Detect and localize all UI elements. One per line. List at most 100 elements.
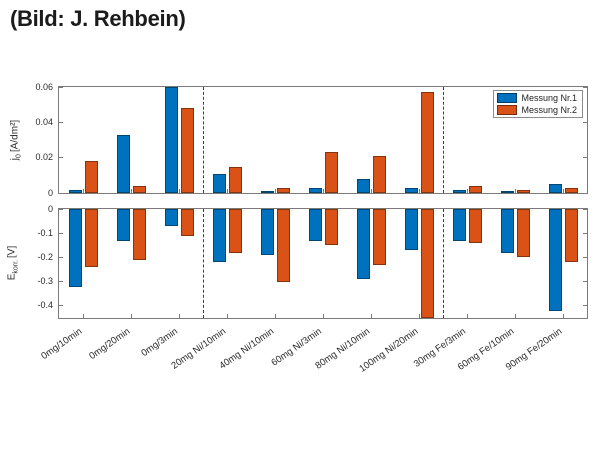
y-axis-label-ekorr: Ekorr.[V] xyxy=(7,246,20,281)
y-tick-label: 0.02 xyxy=(35,152,53,163)
y-tick-mark xyxy=(583,281,587,283)
x-tick-mark xyxy=(514,314,516,318)
x-tick-mark xyxy=(274,189,276,193)
y-tick-label: 0 xyxy=(47,203,53,214)
y-tick-mark xyxy=(583,232,587,234)
bar-series1-group9 xyxy=(452,209,466,241)
legend-swatch-messung-1 xyxy=(497,93,518,103)
bar-series1-group7 xyxy=(356,178,370,193)
bar-series1-group4 xyxy=(212,173,226,193)
y-tick-mark xyxy=(59,208,63,210)
y-tick-mark xyxy=(583,157,587,159)
bar-series2-group6 xyxy=(324,209,338,246)
section-divider-line xyxy=(202,209,204,318)
legend-label-messung-2: Messung Nr.2 xyxy=(521,105,577,115)
y-tick-mark xyxy=(583,192,587,194)
x-tick-label: 0mg/3min xyxy=(139,325,181,359)
x-tick-mark xyxy=(418,189,420,193)
bar-series2-group10 xyxy=(516,209,530,258)
bar-series1-group11 xyxy=(548,184,562,193)
x-tick-mark xyxy=(370,314,372,318)
x-tick-label: 0mg/20min xyxy=(87,325,133,362)
y-tick-mark xyxy=(59,121,63,123)
y-tick-mark xyxy=(583,86,587,88)
x-tick-mark xyxy=(322,314,324,318)
bar-series2-group7 xyxy=(372,155,386,193)
j0-chart-panel: Messung Nr.1 Messung Nr.2 0 0.02 0.04 0.06 xyxy=(35,82,588,198)
y-tick-label: -0.2 xyxy=(37,251,53,262)
bar-series2-group5 xyxy=(276,209,290,282)
bar-series2-group8 xyxy=(420,92,434,193)
x-tick-mark xyxy=(82,314,84,318)
x-tick-mark xyxy=(130,189,132,193)
legend-item-messung-1: Messung Nr.1 xyxy=(497,93,577,103)
x-tick-mark xyxy=(82,189,84,193)
bar-series2-group3 xyxy=(180,209,194,236)
bar-series1-group6 xyxy=(308,209,322,241)
legend-item-messung-2: Messung Nr.2 xyxy=(497,105,577,115)
bar-series1-group2 xyxy=(116,209,130,241)
y-tick-mark xyxy=(59,192,63,194)
bar-series1-group5 xyxy=(260,191,274,194)
y-tick-mark xyxy=(583,256,587,258)
bar-series2-group9 xyxy=(468,185,482,193)
section-divider-line xyxy=(442,87,444,193)
y-tick-mark xyxy=(59,281,63,283)
y-tick-label: -0.3 xyxy=(37,276,53,287)
image-credit: (Bild: J. Rehbein) xyxy=(10,6,186,31)
bar-series2-group2 xyxy=(132,209,146,260)
bar-series2-group5 xyxy=(276,187,290,193)
bar-series1-group4 xyxy=(212,209,226,263)
bar-series2-group1 xyxy=(84,161,98,193)
bar-series2-group1 xyxy=(84,209,98,268)
bar-series1-group8 xyxy=(404,209,418,251)
y-tick-label: 0.06 xyxy=(35,81,53,92)
bar-series2-group9 xyxy=(468,209,482,243)
y-tick-mark xyxy=(583,121,587,123)
x-tick-mark xyxy=(178,189,180,193)
x-tick-label: 0mg/10min xyxy=(39,325,85,362)
bar-series2-group10 xyxy=(516,189,530,193)
bar-series1-group11 xyxy=(548,209,562,311)
bar-series2-group7 xyxy=(372,209,386,265)
y-tick-mark xyxy=(59,256,63,258)
bar-series2-group4 xyxy=(228,166,242,193)
bar-series2-group6 xyxy=(324,152,338,193)
x-tick-mark xyxy=(562,314,564,318)
bar-series1-group5 xyxy=(260,209,274,255)
legend-swatch-messung-2 xyxy=(497,105,518,115)
x-tick-mark xyxy=(370,189,372,193)
legend: Messung Nr.1 Messung Nr.2 xyxy=(493,90,583,118)
bar-series1-group9 xyxy=(452,189,466,193)
y-axis-label-ekorr-unit: [V] xyxy=(6,245,18,258)
bar-series1-group1 xyxy=(68,189,82,193)
x-tick-mark xyxy=(274,314,276,318)
x-tick-mark xyxy=(418,314,420,318)
x-tick-mark xyxy=(226,189,228,193)
y-tick-mark xyxy=(583,305,587,307)
bar-series2-group8 xyxy=(420,209,434,318)
y-tick-mark xyxy=(583,208,587,210)
legend-label-messung-1: Messung Nr.1 xyxy=(521,93,577,103)
x-tick-mark xyxy=(562,189,564,193)
x-tick-mark xyxy=(226,314,228,318)
bar-series1-group3 xyxy=(164,87,178,193)
bar-series2-group11 xyxy=(564,187,578,193)
x-tick-mark xyxy=(178,314,180,318)
x-tick-mark xyxy=(466,189,468,193)
bar-series1-group7 xyxy=(356,209,370,280)
bar-series1-group6 xyxy=(308,187,322,193)
y-tick-mark xyxy=(59,305,63,307)
y-axis-label-ekorr-main: E xyxy=(6,273,18,281)
bar-series2-group11 xyxy=(564,209,578,263)
bar-series1-group3 xyxy=(164,209,178,226)
bar-series2-group2 xyxy=(132,185,146,193)
bar-series1-group2 xyxy=(116,134,130,193)
bar-series1-group8 xyxy=(404,187,418,193)
x-tick-mark xyxy=(322,189,324,193)
section-divider-line xyxy=(442,209,444,318)
y-tick-label: -0.4 xyxy=(37,300,53,311)
y-tick-mark xyxy=(59,232,63,234)
x-tick-mark xyxy=(514,189,516,193)
y-tick-label: 0.04 xyxy=(35,116,53,127)
